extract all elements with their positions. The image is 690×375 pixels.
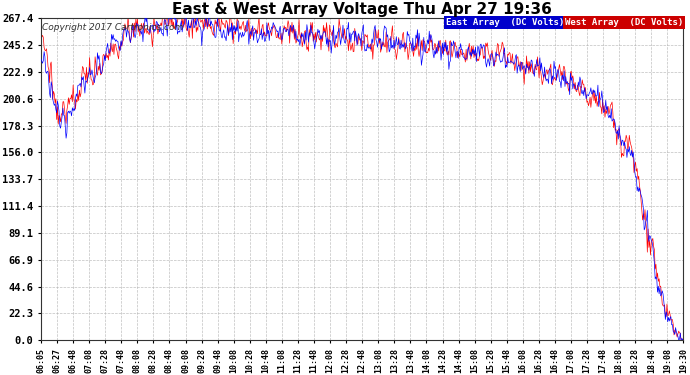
Text: Copyright 2017 Cartronics.com: Copyright 2017 Cartronics.com (41, 23, 183, 32)
Title: East & West Array Voltage Thu Apr 27 19:36: East & West Array Voltage Thu Apr 27 19:… (172, 2, 552, 17)
Text: East Array  (DC Volts): East Array (DC Volts) (446, 18, 564, 27)
Text: West Array  (DC Volts): West Array (DC Volts) (564, 18, 683, 27)
